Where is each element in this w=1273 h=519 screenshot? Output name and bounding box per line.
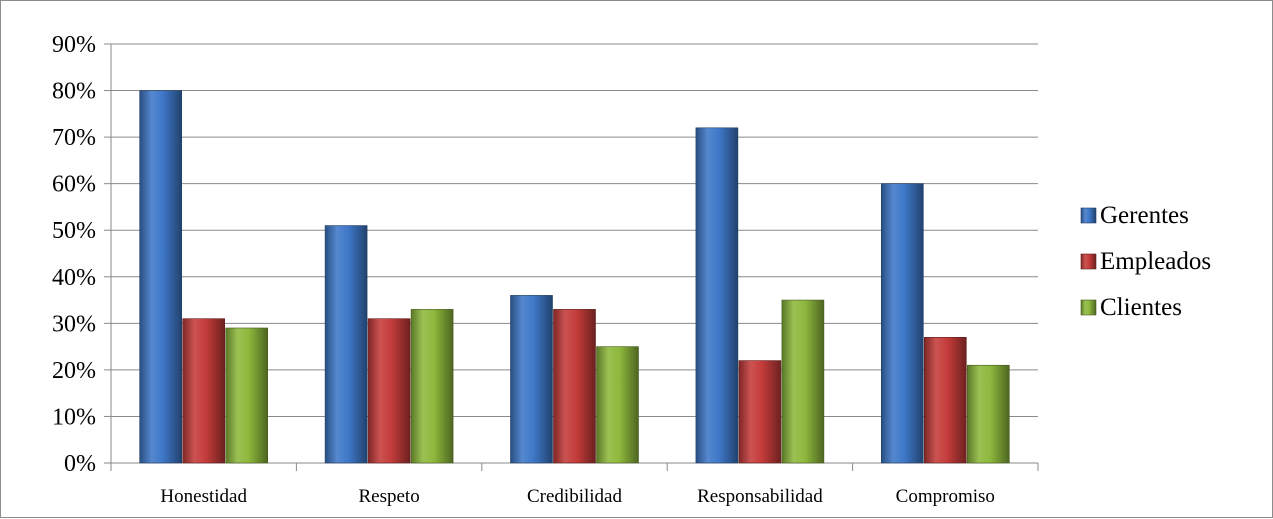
x-category-label: Respeto xyxy=(358,486,419,507)
y-tick-labels: 0% 10% 20% 30% 40% 50% 60% 70% 80% 90% xyxy=(52,32,96,477)
x-category-label: Responsabilidad xyxy=(697,486,823,507)
bar-gerentes-credibilidad xyxy=(510,295,553,464)
bar-clientes-responsabilidad xyxy=(781,299,825,464)
legend-swatch-empleados xyxy=(1080,253,1097,270)
x-category-label: Compromiso xyxy=(896,486,995,507)
x-category-label: Honestidad xyxy=(160,486,247,507)
y-tick-label: 50% xyxy=(52,218,96,244)
bar-gerentes-honestidad xyxy=(139,90,182,464)
legend-label-gerentes: Gerentes xyxy=(1100,202,1189,229)
bar-empleados-compromiso xyxy=(923,336,967,464)
x-category-label: Credibilidad xyxy=(527,486,622,507)
bar-gerentes-respeto xyxy=(324,225,368,464)
y-tick-label: 70% xyxy=(52,125,96,151)
bar-empleados-responsabilidad xyxy=(738,360,782,464)
x-category-labels: Honestidad Respeto Credibilidad Responsabil… xyxy=(160,486,994,507)
bar-gerentes-responsabilidad xyxy=(695,127,739,464)
legend: Gerentes Empleados Clientes xyxy=(1080,202,1211,321)
bar-clientes-respeto xyxy=(410,309,454,464)
bar-empleados-credibilidad xyxy=(553,309,596,464)
bars xyxy=(139,90,1010,464)
legend-label-clientes: Clientes xyxy=(1100,294,1182,321)
bar-clientes-credibilidad xyxy=(596,346,639,464)
bar-clientes-compromiso xyxy=(966,364,1010,464)
y-tick-label: 40% xyxy=(52,265,96,291)
bar-clientes-honestidad xyxy=(225,327,268,464)
legend-label-empleados: Empleados xyxy=(1100,248,1211,275)
legend-swatch-clientes xyxy=(1080,299,1097,316)
legend-swatch-gerentes xyxy=(1080,207,1097,224)
y-tick-label: 20% xyxy=(52,358,96,384)
y-tick-label: 0% xyxy=(64,451,96,477)
y-tick-label: 80% xyxy=(52,79,96,105)
bar-empleados-honestidad xyxy=(182,318,225,464)
bar-empleados-respeto xyxy=(367,318,411,464)
bar-gerentes-compromiso xyxy=(880,183,924,464)
y-tick-label: 60% xyxy=(52,172,96,198)
y-tick-label: 30% xyxy=(52,311,96,337)
y-tick-label: 10% xyxy=(52,404,96,430)
y-tick-label: 90% xyxy=(52,32,96,58)
